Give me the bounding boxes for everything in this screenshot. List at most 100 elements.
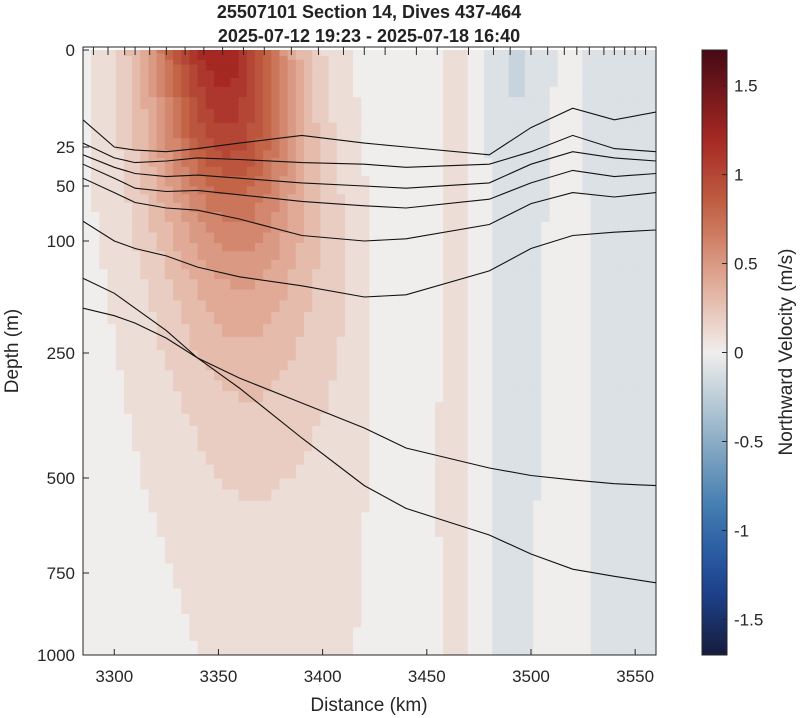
velocity-cell [222, 563, 231, 578]
velocity-cell [238, 221, 248, 234]
velocity-cell [83, 109, 92, 124]
velocity-cell [140, 478, 150, 490]
velocity-cell [615, 202, 624, 213]
velocity-cell [525, 350, 534, 362]
velocity-cell [418, 324, 428, 338]
velocity-cell [549, 563, 559, 578]
velocity-cell [189, 563, 199, 578]
velocity-cell [467, 212, 477, 223]
velocity-cell [164, 186, 174, 195]
velocity-cell [254, 336, 264, 351]
velocity-cell [500, 576, 510, 590]
velocity-cell [443, 300, 452, 313]
velocity-cell [312, 438, 321, 452]
velocity-cell [467, 512, 477, 526]
velocity-cell [181, 50, 191, 53]
velocity-cell [353, 212, 362, 223]
velocity-cell [639, 601, 649, 615]
velocity-cell [615, 77, 624, 88]
velocity-cell [123, 242, 133, 252]
velocity-cell [631, 402, 641, 415]
velocity-cell [525, 70, 534, 79]
velocity-cell [434, 232, 444, 244]
velocity-cell [598, 300, 608, 313]
velocity-cell [377, 413, 387, 427]
velocity-cell [353, 489, 362, 502]
velocity-cell [574, 464, 583, 480]
velocity-cell [271, 186, 281, 195]
velocity-cell [238, 259, 248, 270]
velocity-cell [115, 194, 125, 204]
velocity-cell [606, 259, 616, 270]
velocity-cell [516, 122, 526, 139]
velocity-cell [639, 512, 649, 526]
velocity-cell [369, 478, 379, 490]
velocity-cell [197, 64, 207, 72]
velocity-cell [484, 212, 493, 223]
velocity-cell [598, 537, 608, 551]
velocity-cell [418, 221, 428, 234]
velocity-cell [238, 588, 248, 602]
velocity-cell [205, 194, 215, 204]
velocity-cell [475, 97, 485, 110]
velocity-cell [508, 194, 518, 204]
velocity-cell [222, 413, 231, 427]
velocity-cell [361, 588, 371, 602]
velocity-cell [353, 138, 362, 152]
velocity-cell [91, 232, 100, 244]
velocity-cell [263, 425, 272, 439]
velocity-cell [99, 370, 109, 382]
velocity-cell [254, 176, 264, 187]
velocity-cell [353, 537, 362, 551]
velocity-cell [148, 59, 158, 66]
velocity-cell [410, 576, 420, 590]
velocity-cell [263, 77, 272, 88]
velocity-cell [353, 150, 362, 159]
velocity-cell [582, 563, 592, 578]
velocity-cell [254, 478, 264, 490]
velocity-cell [467, 588, 477, 602]
velocity-cell [115, 186, 125, 195]
velocity-cell [639, 77, 649, 88]
velocity-cell [606, 438, 616, 452]
velocity-cell [312, 391, 321, 403]
velocity-cell [254, 311, 264, 325]
velocity-cell [598, 77, 608, 88]
velocity-cell [181, 259, 191, 270]
velocity-cell [492, 438, 502, 452]
velocity-cell [295, 311, 305, 325]
velocity-cell [369, 232, 379, 244]
velocity-cell [508, 549, 518, 564]
velocity-cell [377, 391, 387, 403]
velocity-cell [83, 70, 92, 79]
velocity-cell [99, 221, 109, 234]
velocity-cell [344, 588, 354, 602]
velocity-cell [500, 336, 510, 351]
velocity-cell [222, 601, 231, 615]
velocity-cell [213, 158, 223, 168]
velocity-cell [156, 289, 166, 302]
velocity-cell [173, 64, 182, 72]
velocity-cell [484, 451, 493, 466]
velocity-cell [369, 186, 379, 195]
velocity-cell [516, 640, 526, 655]
velocity-cell [402, 425, 412, 439]
velocity-cell [271, 176, 281, 187]
velocity-cell [418, 500, 428, 514]
velocity-cell [516, 64, 526, 72]
velocity-cell [205, 549, 215, 564]
velocity-cell [246, 588, 256, 602]
velocity-cell [254, 77, 264, 88]
velocity-cell [574, 86, 583, 98]
velocity-cell [565, 59, 575, 66]
velocity-cell [582, 627, 592, 642]
velocity-cell [107, 59, 117, 66]
velocity-cell [410, 627, 420, 642]
velocity-cell [533, 500, 542, 514]
velocity-cell [320, 259, 330, 270]
velocity-cell [418, 242, 428, 252]
velocity-cell [557, 489, 567, 502]
velocity-cell [263, 202, 272, 213]
velocity-cell [197, 512, 207, 526]
velocity-cell [475, 212, 485, 223]
